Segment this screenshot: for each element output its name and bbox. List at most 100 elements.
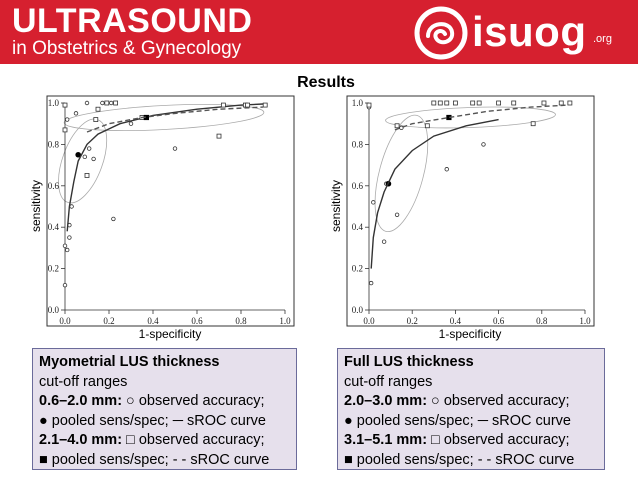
- legend-range2-pooled: ■ pooled sens/spec; - - sROC curve: [39, 451, 270, 468]
- observed-point: [108, 100, 114, 106]
- journal-subtitle: in Obstetrics & Gynecology: [12, 38, 242, 59]
- observed-point: [476, 100, 482, 106]
- x-tick-label: 1.0: [279, 316, 291, 326]
- y-axis-label: sensitivity: [329, 180, 343, 232]
- legend-range1: 0.6–2.0 mm:: [39, 393, 123, 409]
- observed-point: [82, 154, 87, 160]
- legend-subheading: cut-off ranges: [344, 373, 433, 390]
- y-tick-label: 0.4: [352, 222, 364, 232]
- confidence-region: [385, 106, 556, 129]
- sroc-curve: [66, 103, 264, 232]
- sroc-curve: [86, 106, 264, 133]
- legend-subheading: cut-off ranges: [39, 373, 128, 390]
- legend-range1-text: ○ observed accuracy;: [427, 393, 570, 409]
- observed-point: [424, 123, 430, 129]
- observed-point: [394, 212, 400, 217]
- observed-point: [481, 142, 486, 147]
- isuog-logo: isuog .org: [414, 6, 634, 60]
- journal-title: ULTRASOUND: [12, 2, 253, 40]
- observed-point: [111, 216, 116, 222]
- observed-point: [444, 167, 449, 172]
- observed-point: [93, 117, 99, 122]
- observed-point: [394, 123, 400, 129]
- observed-point: [216, 133, 222, 139]
- y-tick-label: 0.0: [48, 305, 60, 315]
- legend-myometrial: Myometrial LUS thickness cut-off ranges …: [32, 348, 297, 470]
- isuog-domain: .org: [593, 33, 612, 45]
- x-tick-label: 1.0: [579, 316, 591, 326]
- observed-point: [73, 111, 79, 116]
- observed-point: [431, 100, 437, 106]
- observed-point: [128, 121, 134, 126]
- legend-range2-pooled: ■ pooled sens/spec; - - sROC curve: [344, 451, 575, 468]
- legend-range2-line: 2.1–4.0 mm: □ observed accuracy;: [39, 431, 290, 451]
- y-tick-label: 0.6: [352, 181, 364, 191]
- observed-point: [437, 100, 443, 106]
- observed-point: [62, 102, 68, 108]
- observed-point: [371, 200, 376, 205]
- legend-range1: 2.0–3.0 mm:: [344, 393, 428, 409]
- legend-range2-text: □ observed accuracy;: [427, 432, 570, 448]
- observed-point: [69, 204, 74, 209]
- y-tick-label: 0.0: [352, 305, 364, 315]
- observed-point: [368, 280, 374, 286]
- observed-point: [452, 100, 458, 106]
- observed-point: [470, 100, 476, 106]
- observed-point: [62, 282, 68, 288]
- observed-point: [558, 100, 564, 106]
- y-tick-label: 0.4: [48, 222, 60, 232]
- legend-full-lus: Full LUS thickness cut-off ranges 2.0–3.…: [337, 348, 605, 470]
- sroc-curve: [394, 104, 568, 131]
- y-tick-label: 0.2: [352, 264, 363, 274]
- legend-range2: 2.1–4.0 mm:: [39, 432, 123, 448]
- y-tick-label: 1.0: [48, 98, 60, 108]
- legend-range1-pooled: ● pooled sens/spec; ─ sROC curve: [344, 412, 571, 429]
- x-tick-label: 0.0: [59, 316, 71, 326]
- y-tick-label: 0.2: [48, 264, 59, 274]
- observed-point: [95, 106, 101, 112]
- sroc-curve: [370, 118, 499, 269]
- observed-point: [366, 102, 372, 108]
- legend-range2-line: 3.1–5.1 mm: □ observed accuracy;: [344, 431, 598, 451]
- x-tick-label: 0.0: [363, 316, 375, 326]
- observed-point: [86, 146, 92, 151]
- legend-range2: 3.1–5.1 mm:: [344, 432, 428, 448]
- observed-point: [113, 100, 118, 106]
- observed-point: [511, 100, 517, 106]
- observed-point: [64, 247, 70, 253]
- observed-point: [399, 125, 404, 131]
- y-axis-label: sensitivity: [29, 180, 43, 232]
- slide-title: Results: [297, 74, 355, 91]
- isuog-wordmark: isuog: [472, 8, 587, 55]
- confidence-region: [374, 114, 429, 233]
- observed-point: [381, 239, 387, 244]
- observed-point: [104, 100, 110, 106]
- pooled-point: [446, 114, 452, 121]
- charts-canvas: 0.0 0.2 0.4 0.6 0.8 1.0 0.0 0.2 0.4 0.6 0.8 1.0 1-sp…: [29, 95, 595, 341]
- confidence-region: [63, 104, 265, 131]
- journal-header: ULTRASOUND in Obstetrics & Gynecology is…: [0, 0, 638, 64]
- x-tick-label: 0.2: [407, 316, 418, 326]
- legend-range1-line: 2.0–3.0 mm: ○ observed accuracy;: [344, 392, 598, 412]
- observed-point: [541, 100, 547, 106]
- pooled-point: [143, 114, 149, 121]
- x-tick-label: 0.8: [235, 316, 247, 326]
- observed-point: [444, 100, 450, 106]
- plot-frame: [346, 95, 595, 327]
- x-axis-label: 1-specificity: [139, 327, 202, 341]
- observed-point: [84, 173, 90, 178]
- observed-point: [62, 127, 68, 133]
- observed-point: [172, 146, 178, 151]
- legend-heading: Full LUS thickness: [344, 354, 474, 370]
- observed-point: [64, 117, 70, 122]
- x-tick-label: 0.6: [493, 316, 505, 326]
- observed-point: [262, 102, 268, 108]
- y-tick-label: 1.0: [352, 98, 364, 108]
- x-axis-label: 1-specificity: [439, 327, 502, 341]
- x-tick-label: 0.4: [147, 316, 159, 326]
- y-tick-label: 0.6: [48, 181, 60, 191]
- legend-range1-text: ○ observed accuracy;: [122, 393, 265, 409]
- pooled-point: [75, 151, 81, 158]
- observed-point: [84, 100, 90, 106]
- isuog-emblem-icon: [414, 6, 468, 60]
